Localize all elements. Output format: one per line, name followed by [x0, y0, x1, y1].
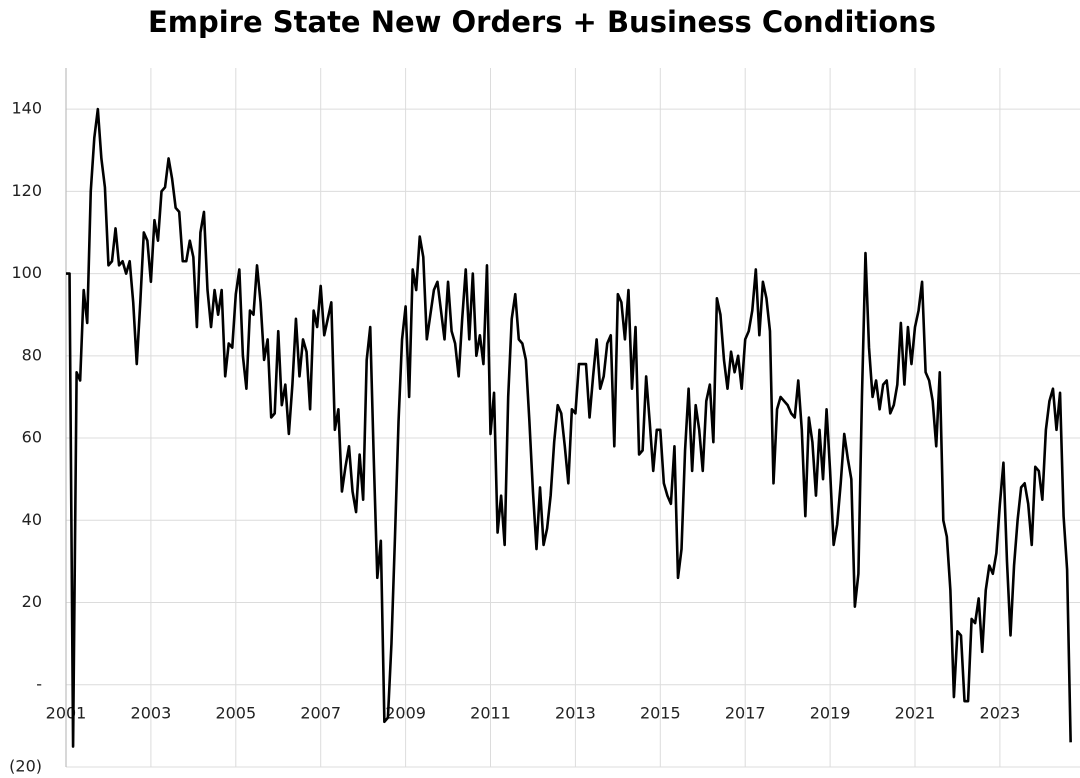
x-tick-label: 2019 [810, 703, 851, 722]
x-tick-label: 2023 [980, 703, 1021, 722]
x-tick-label: 2017 [725, 703, 766, 722]
y-tick-label: 120 [11, 181, 42, 200]
y-tick-label: - [36, 674, 42, 693]
y-tick-label: 100 [11, 263, 42, 282]
y-tick-label: 20 [22, 592, 42, 611]
x-tick-label: 2013 [555, 703, 596, 722]
x-tick-label: 2007 [300, 703, 341, 722]
y-tick-label: 140 [11, 99, 42, 118]
x-tick-label: 2009 [385, 703, 426, 722]
y-tick-label: 60 [22, 428, 42, 447]
x-tick-label: 2005 [215, 703, 256, 722]
y-tick-label: (20) [9, 757, 42, 776]
chart-title: Empire State New Orders + Business Condi… [148, 5, 936, 39]
data-line [66, 107, 1072, 748]
x-tick-label: 2011 [470, 703, 511, 722]
x-tick-label: 2015 [640, 703, 681, 722]
y-tick-label: 80 [22, 345, 42, 364]
x-tick-label: 2021 [895, 703, 936, 722]
x-tick-label: 2003 [131, 703, 172, 722]
y-tick-label: 40 [22, 510, 42, 529]
